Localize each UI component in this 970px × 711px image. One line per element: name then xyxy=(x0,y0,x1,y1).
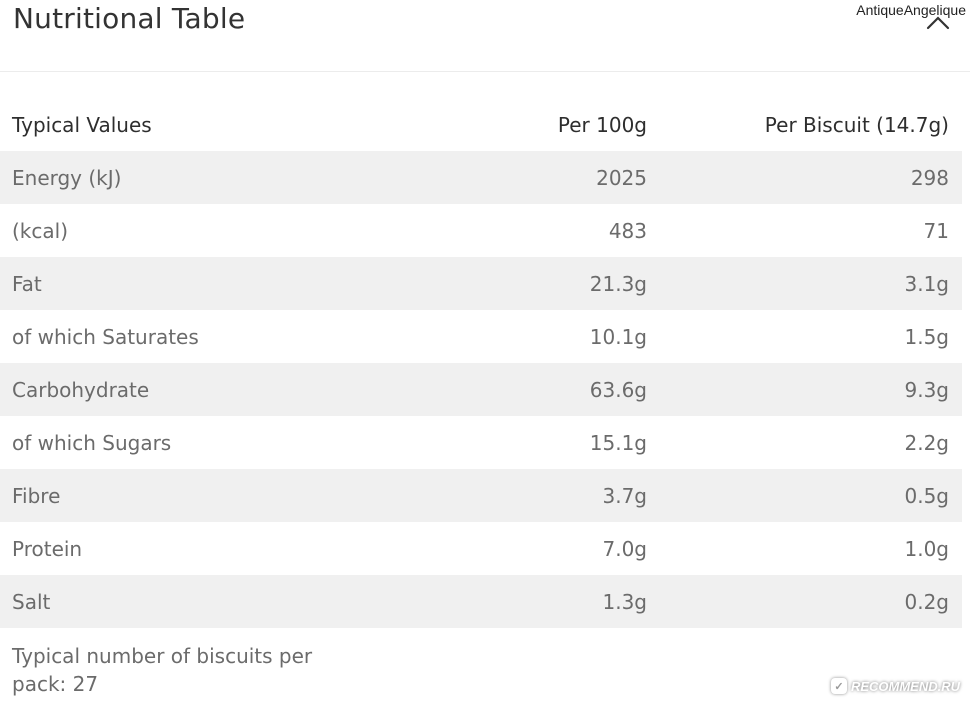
biscuits-per-pack-note: Typical number of biscuits per pack: 27 xyxy=(12,644,313,696)
per-100g-value: 10.1g xyxy=(589,324,647,349)
per-biscuit-value: 298 xyxy=(910,165,949,190)
header-divider xyxy=(0,71,970,72)
row-label: (kcal) xyxy=(12,218,68,243)
per-100g-value: 21.3g xyxy=(589,271,647,296)
per-biscuit-value: 3.1g xyxy=(904,271,949,296)
table-row: of which Saturates 10.1g 1.5g xyxy=(0,310,962,363)
per-100g-value: 3.7g xyxy=(602,483,647,508)
table-row: Protein 7.0g 1.0g xyxy=(0,522,962,575)
per-biscuit-value: 71 xyxy=(923,218,949,243)
row-label: of which Sugars xyxy=(12,430,172,455)
site-watermark-text: RECOMMEND.RU xyxy=(850,678,960,694)
row-label: Protein xyxy=(12,536,83,561)
row-label: Energy (kJ) xyxy=(12,165,122,190)
nutrition-table: Typical Values Per 100g Per Biscuit (14.… xyxy=(0,98,962,628)
per-100g-value: 63.6g xyxy=(589,377,647,402)
column-header-per-100g: Per 100g xyxy=(557,112,647,137)
per-biscuit-value: 0.2g xyxy=(904,589,949,614)
table-header-row: Typical Values Per 100g Per Biscuit (14.… xyxy=(0,98,962,151)
row-label: Carbohydrate xyxy=(12,377,150,402)
watermark-username: AntiqueAngelique xyxy=(856,2,966,18)
per-biscuit-value: 9.3g xyxy=(904,377,949,402)
per-100g-value: 483 xyxy=(608,218,647,243)
row-label: Fibre xyxy=(12,483,61,508)
row-label: Fat xyxy=(12,271,42,296)
table-row: Fibre 3.7g 0.5g xyxy=(0,469,962,522)
site-watermark: ✓ RECOMMEND.RU xyxy=(830,678,960,694)
per-100g-value: 15.1g xyxy=(589,430,647,455)
close-icon[interactable] xyxy=(924,6,952,34)
per-biscuit-value: 0.5g xyxy=(904,483,949,508)
table-row: of which Sugars 15.1g 2.2g xyxy=(0,416,962,469)
table-row: Salt 1.3g 0.2g xyxy=(0,575,962,628)
per-biscuit-value: 1.5g xyxy=(904,324,949,349)
column-header-typical-values: Typical Values xyxy=(12,112,152,137)
page-title: Nutritional Table xyxy=(13,2,246,35)
per-biscuit-value: 2.2g xyxy=(904,430,949,455)
per-100g-value: 7.0g xyxy=(602,536,647,561)
per-100g-value: 1.3g xyxy=(602,589,647,614)
column-header-per-biscuit: Per Biscuit (14.7g) xyxy=(764,112,949,137)
per-biscuit-value: 1.0g xyxy=(904,536,949,561)
table-row: Fat 21.3g 3.1g xyxy=(0,257,962,310)
table-row: Energy (kJ) 2025 298 xyxy=(0,151,962,204)
row-label: Salt xyxy=(12,589,51,614)
row-label: of which Saturates xyxy=(12,324,199,349)
recommend-logo-icon: ✓ xyxy=(830,678,847,694)
table-row: (kcal) 483 71 xyxy=(0,204,962,257)
table-row: Carbohydrate 63.6g 9.3g xyxy=(0,363,962,416)
per-100g-value: 2025 xyxy=(596,165,647,190)
